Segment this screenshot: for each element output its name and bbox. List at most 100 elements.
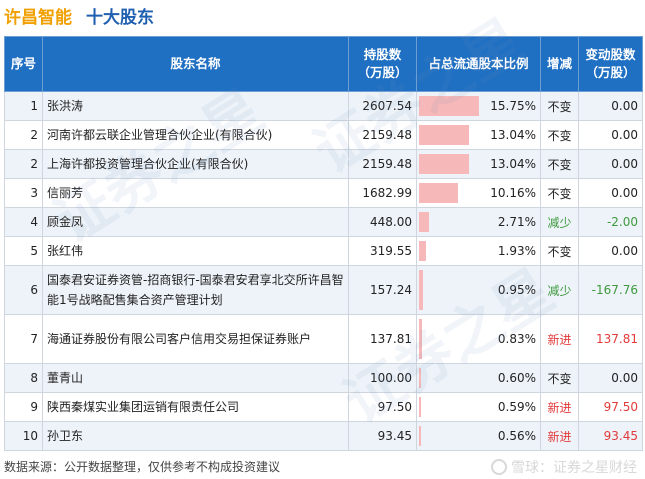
percent-cell: 0.95% bbox=[416, 265, 541, 315]
change-type: 新进 bbox=[540, 314, 579, 364]
col-header-percent: 占总流通股本比例 bbox=[416, 36, 541, 92]
shareholder-name: 国泰君安证券资管-招商银行-国泰君安君享北交所许昌智能1号战略配售集合资产管理计… bbox=[42, 265, 349, 315]
table-row: 1 张洪涛 2607.54 15.75% 不变 0.00 bbox=[4, 91, 643, 121]
shares-held: 137.81 bbox=[348, 314, 417, 364]
change-shares: 0.00 bbox=[578, 91, 643, 121]
table-row: 7 海通证券股份有限公司客户信用交易担保证券账户 137.81 0.83% 新进 137.… bbox=[4, 314, 643, 364]
percent-value: 0.59% bbox=[497, 400, 536, 414]
table-row: 5 张红伟 319.55 1.93% 不变 0.00 bbox=[4, 236, 643, 266]
shareholder-name: 上海许都投资管理合伙企业(有限合伙) bbox=[42, 149, 349, 179]
percent-cell: 13.04% bbox=[416, 120, 541, 150]
percent-cell: 0.83% bbox=[416, 314, 541, 364]
percent-bar bbox=[419, 125, 469, 145]
row-index: 8 bbox=[4, 363, 43, 393]
percent-bar bbox=[419, 426, 422, 446]
percent-bar bbox=[419, 212, 430, 232]
brand-logo: 雪球：证券之星财经 bbox=[491, 457, 637, 477]
row-index: 2 bbox=[4, 149, 43, 179]
change-type: 新进 bbox=[540, 392, 579, 422]
change-shares: 0.00 bbox=[578, 178, 643, 208]
change-type: 不变 bbox=[540, 120, 579, 150]
shareholder-name: 张红伟 bbox=[42, 236, 349, 266]
percent-value: 1.93% bbox=[497, 244, 536, 258]
percent-cell: 2.71% bbox=[416, 207, 541, 237]
change-shares: -2.00 bbox=[578, 207, 643, 237]
change-type: 不变 bbox=[540, 363, 579, 393]
percent-bar bbox=[419, 270, 423, 310]
shares-held: 2159.48 bbox=[348, 149, 417, 179]
table-row: 10 孙卫东 93.45 0.56% 新进 93.45 bbox=[4, 421, 643, 451]
shareholder-name: 张洪涛 bbox=[42, 91, 349, 121]
snowball-icon bbox=[491, 459, 507, 475]
row-index: 1 bbox=[4, 91, 43, 121]
shareholder-name: 河南许都云联企业管理合伙企业(有限合伙) bbox=[42, 120, 349, 150]
row-index: 7 bbox=[4, 314, 43, 364]
shares-held: 2607.54 bbox=[348, 91, 417, 121]
shareholder-name: 董青山 bbox=[42, 363, 349, 393]
percent-value: 2.71% bbox=[497, 215, 536, 229]
change-shares: 0.00 bbox=[578, 236, 643, 266]
percent-value: 13.04% bbox=[490, 157, 536, 171]
table-row: 2 上海许都投资管理合伙企业(有限合伙) 2159.48 13.04% 不变 0.00 bbox=[4, 149, 643, 179]
percent-value: 15.75% bbox=[490, 99, 536, 113]
change-type: 不变 bbox=[540, 236, 579, 266]
row-index: 10 bbox=[4, 421, 43, 451]
percent-cell: 10.16% bbox=[416, 178, 541, 208]
shares-held: 448.00 bbox=[348, 207, 417, 237]
data-source-note: 数据来源：公开数据整理，仅供参考不构成投资建议 bbox=[4, 460, 281, 474]
change-type: 减少 bbox=[540, 207, 579, 237]
shares-held: 319.55 bbox=[348, 236, 417, 266]
change-shares: 97.50 bbox=[578, 392, 643, 422]
table-header-row: 序号 股东名称 持股数 （万股） 占总流通股本比例 增减 变动股数 （万股） bbox=[4, 36, 643, 92]
top-ten-shareholders-table: 序号 股东名称 持股数 （万股） 占总流通股本比例 增减 变动股数 （万股） 1… bbox=[4, 36, 643, 451]
row-index: 9 bbox=[4, 392, 43, 422]
shareholder-name: 陕西秦煤实业集团运销有限责任公司 bbox=[42, 392, 349, 422]
change-shares: 0.00 bbox=[578, 363, 643, 393]
percent-bar bbox=[419, 154, 469, 174]
change-shares: -167.76 bbox=[578, 265, 643, 315]
percent-bar bbox=[419, 397, 422, 417]
page-title: 许昌智能 十大股东 bbox=[4, 0, 154, 30]
table-row: 8 董青山 100.00 0.60% 不变 0.00 bbox=[4, 363, 643, 393]
col-header-change-shares: 变动股数 （万股） bbox=[578, 36, 643, 92]
col-header-name: 股东名称 bbox=[42, 36, 349, 92]
percent-bar bbox=[419, 241, 427, 261]
brand-text: 雪球：证券之星财经 bbox=[511, 460, 637, 476]
percent-cell: 13.04% bbox=[416, 149, 541, 179]
table-row: 2 河南许都云联企业管理合伙企业(有限合伙) 2159.48 13.04% 不变 0.00 bbox=[4, 120, 643, 150]
col-header-index: 序号 bbox=[4, 36, 43, 92]
row-index: 6 bbox=[4, 265, 43, 315]
row-index: 4 bbox=[4, 207, 43, 237]
change-type: 不变 bbox=[540, 149, 579, 179]
shareholder-name: 顾金凤 bbox=[42, 207, 349, 237]
percent-cell: 0.56% bbox=[416, 421, 541, 451]
shareholder-name: 信丽芳 bbox=[42, 178, 349, 208]
col-header-change-type: 增减 bbox=[540, 36, 579, 92]
percent-cell: 15.75% bbox=[416, 91, 541, 121]
change-shares: 0.00 bbox=[578, 120, 643, 150]
table-row: 4 顾金凤 448.00 2.71% 减少 -2.00 bbox=[4, 207, 643, 237]
change-shares: 137.81 bbox=[578, 314, 643, 364]
shares-held: 93.45 bbox=[348, 421, 417, 451]
shares-held: 97.50 bbox=[348, 392, 417, 422]
change-type: 新进 bbox=[540, 421, 579, 451]
row-index: 3 bbox=[4, 178, 43, 208]
row-index: 2 bbox=[4, 120, 43, 150]
col-header-shares: 持股数 （万股） bbox=[348, 36, 417, 92]
shares-held: 157.24 bbox=[348, 265, 417, 315]
change-type: 不变 bbox=[540, 178, 579, 208]
table-row: 9 陕西秦煤实业集团运销有限责任公司 97.50 0.59% 新进 97.50 bbox=[4, 392, 643, 422]
percent-bar bbox=[419, 368, 422, 388]
row-index: 5 bbox=[4, 236, 43, 266]
percent-value: 0.95% bbox=[497, 283, 536, 297]
percent-value: 13.04% bbox=[490, 128, 536, 142]
change-shares: 93.45 bbox=[578, 421, 643, 451]
table-row: 3 信丽芳 1682.99 10.16% 不变 0.00 bbox=[4, 178, 643, 208]
percent-value: 10.16% bbox=[490, 186, 536, 200]
percent-bar bbox=[419, 96, 479, 116]
percent-value: 0.60% bbox=[497, 371, 536, 385]
percent-value: 0.56% bbox=[497, 429, 536, 443]
change-type: 减少 bbox=[540, 265, 579, 315]
percent-bar bbox=[419, 183, 458, 203]
change-type: 不变 bbox=[540, 91, 579, 121]
